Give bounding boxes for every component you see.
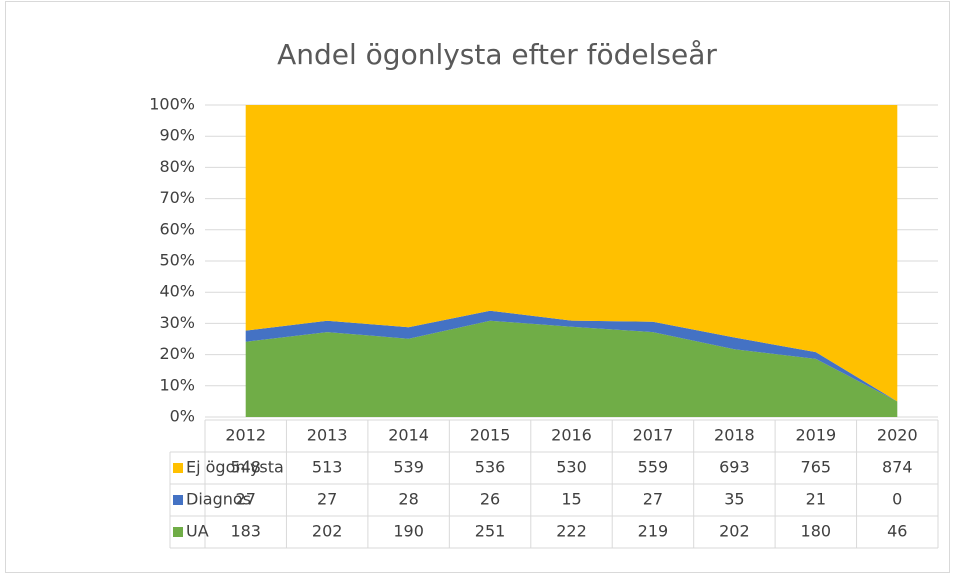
y-tick-label: 80% [159, 157, 195, 176]
area [245, 310, 898, 402]
y-tick-label: 10% [159, 375, 195, 394]
chart-title: Andel ögonlysta efter födelseår [277, 38, 717, 71]
table-value: 513 [312, 458, 343, 477]
table-value: 539 [393, 458, 424, 477]
table-value: 202 [719, 522, 750, 541]
y-tick-label: 60% [159, 219, 195, 238]
y-tick-label: 70% [159, 188, 195, 207]
x-tick-label: 2020 [877, 426, 918, 445]
legend-swatch [173, 527, 183, 537]
legend-label: Diagnos [186, 490, 251, 509]
table-value: 27 [643, 490, 663, 509]
table-value: 202 [312, 522, 343, 541]
table-value: 21 [806, 490, 826, 509]
x-tick-label: 2013 [307, 426, 348, 445]
x-tick-label: 2019 [795, 426, 836, 445]
x-tick-label: 2015 [470, 426, 511, 445]
areas [245, 105, 898, 417]
table-value: 548 [230, 458, 261, 477]
x-tick-label: 2017 [633, 426, 674, 445]
table-value: 222 [556, 522, 587, 541]
table-value: 536 [475, 458, 506, 477]
y-tick-label: 100% [149, 95, 195, 114]
y-tick-label: 90% [159, 126, 195, 145]
table-value: 183 [230, 522, 261, 541]
area [245, 320, 898, 417]
x-tick-label: 2012 [225, 426, 266, 445]
table-value: 530 [556, 458, 587, 477]
table-value: 251 [475, 522, 506, 541]
area [245, 105, 898, 402]
y-tick-label: 40% [159, 282, 195, 301]
table-value: 27 [317, 490, 337, 509]
table-value: 874 [882, 458, 913, 477]
table-value: 15 [561, 490, 581, 509]
table-value: 219 [638, 522, 669, 541]
table-value: 693 [719, 458, 750, 477]
table-value: 0 [892, 490, 902, 509]
table-value: 27 [236, 490, 256, 509]
legend-swatch [173, 495, 183, 505]
table-value: 35 [724, 490, 744, 509]
table-value: 559 [638, 458, 669, 477]
x-tick-label: 2018 [714, 426, 755, 445]
y-tick-label: 50% [159, 251, 195, 270]
x-tick-label: 2016 [551, 426, 592, 445]
legend-label: Ej ögonlysta [186, 458, 284, 477]
y-tick-label: 30% [159, 313, 195, 332]
legend-swatch [173, 463, 183, 473]
y-tick-label: 0% [170, 407, 195, 426]
x-tick-label: 2014 [388, 426, 429, 445]
table-value: 28 [398, 490, 418, 509]
table-value: 190 [393, 522, 424, 541]
table-value: 180 [801, 522, 832, 541]
table-value: 46 [887, 522, 907, 541]
table-value: 765 [801, 458, 832, 477]
table-value: 26 [480, 490, 500, 509]
legend-label: UA [186, 522, 209, 541]
y-tick-label: 20% [159, 344, 195, 363]
